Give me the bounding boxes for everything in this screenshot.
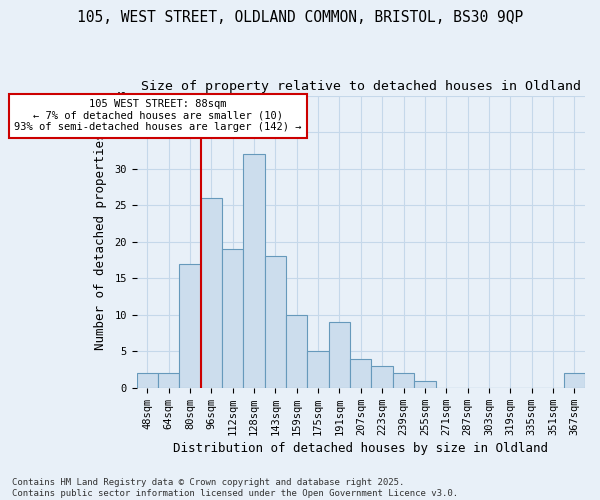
Text: 105, WEST STREET, OLDLAND COMMON, BRISTOL, BS30 9QP: 105, WEST STREET, OLDLAND COMMON, BRISTO… <box>77 10 523 25</box>
Text: Contains HM Land Registry data © Crown copyright and database right 2025.
Contai: Contains HM Land Registry data © Crown c… <box>12 478 458 498</box>
X-axis label: Distribution of detached houses by size in Oldland: Distribution of detached houses by size … <box>173 442 548 455</box>
Bar <box>371 366 393 388</box>
Bar <box>244 154 265 388</box>
Bar <box>265 256 286 388</box>
Title: Size of property relative to detached houses in Oldland: Size of property relative to detached ho… <box>141 80 581 93</box>
Bar <box>286 315 307 388</box>
Bar <box>200 198 222 388</box>
Bar <box>393 373 414 388</box>
Bar <box>222 249 244 388</box>
Bar <box>329 322 350 388</box>
Y-axis label: Number of detached properties: Number of detached properties <box>94 133 107 350</box>
Bar <box>350 358 371 388</box>
Bar <box>563 373 585 388</box>
Bar <box>179 264 200 388</box>
Bar <box>158 373 179 388</box>
Text: 105 WEST STREET: 88sqm
← 7% of detached houses are smaller (10)
93% of semi-deta: 105 WEST STREET: 88sqm ← 7% of detached … <box>14 99 302 132</box>
Bar <box>307 352 329 388</box>
Bar <box>414 380 436 388</box>
Bar <box>137 373 158 388</box>
